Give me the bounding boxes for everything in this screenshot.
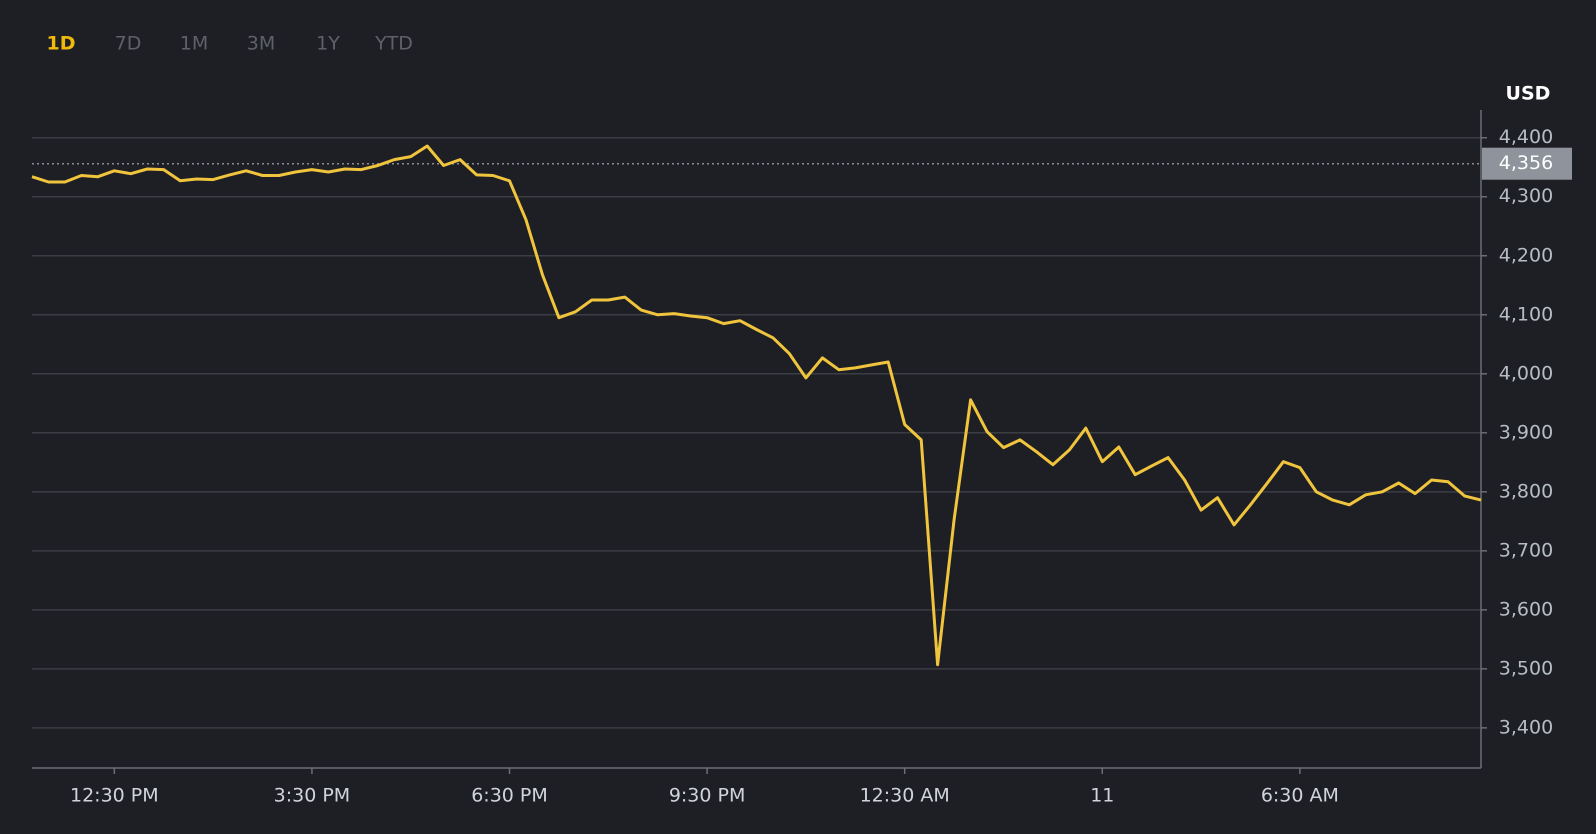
- range-tab[interactable]: YTD: [374, 33, 413, 55]
- range-tab[interactable]: 1Y: [316, 33, 340, 55]
- range-tab[interactable]: 1D: [47, 33, 76, 55]
- x-tick-label: 11: [1090, 785, 1114, 807]
- unit-label: USD: [1506, 83, 1551, 105]
- current-price-box: [1482, 147, 1572, 180]
- y-tick-label: 4,300: [1499, 185, 1553, 207]
- x-tick-label: 12:30 PM: [70, 785, 159, 807]
- y-tick-label: 3,900: [1499, 421, 1553, 443]
- x-tick-label: 9:30 PM: [669, 785, 746, 807]
- y-tick-label: 3,600: [1499, 598, 1553, 620]
- price-line: [31, 144, 1482, 667]
- x-tick-label: 6:30 PM: [471, 785, 548, 807]
- y-tick-label: 3,400: [1499, 716, 1553, 738]
- y-tick-label: 4,200: [1499, 244, 1553, 266]
- range-tab[interactable]: 7D: [115, 33, 142, 55]
- y-tick-label: 3,800: [1499, 480, 1553, 502]
- y-tick-label: 4,400: [1499, 126, 1553, 148]
- range-tab[interactable]: 3M: [247, 33, 275, 55]
- range-tab[interactable]: 1M: [180, 33, 208, 55]
- x-tick-label: 6:30 AM: [1261, 785, 1339, 807]
- y-tick-label: 4,100: [1499, 303, 1553, 325]
- current-price-label: 4,356: [1499, 152, 1553, 174]
- x-tick-label: 12:30 AM: [860, 785, 950, 807]
- y-tick-label: 4,000: [1499, 362, 1553, 384]
- x-tick-label: 3:30 PM: [274, 785, 351, 807]
- y-tick-label: 3,500: [1499, 657, 1553, 679]
- y-tick-label: 3,700: [1499, 539, 1553, 561]
